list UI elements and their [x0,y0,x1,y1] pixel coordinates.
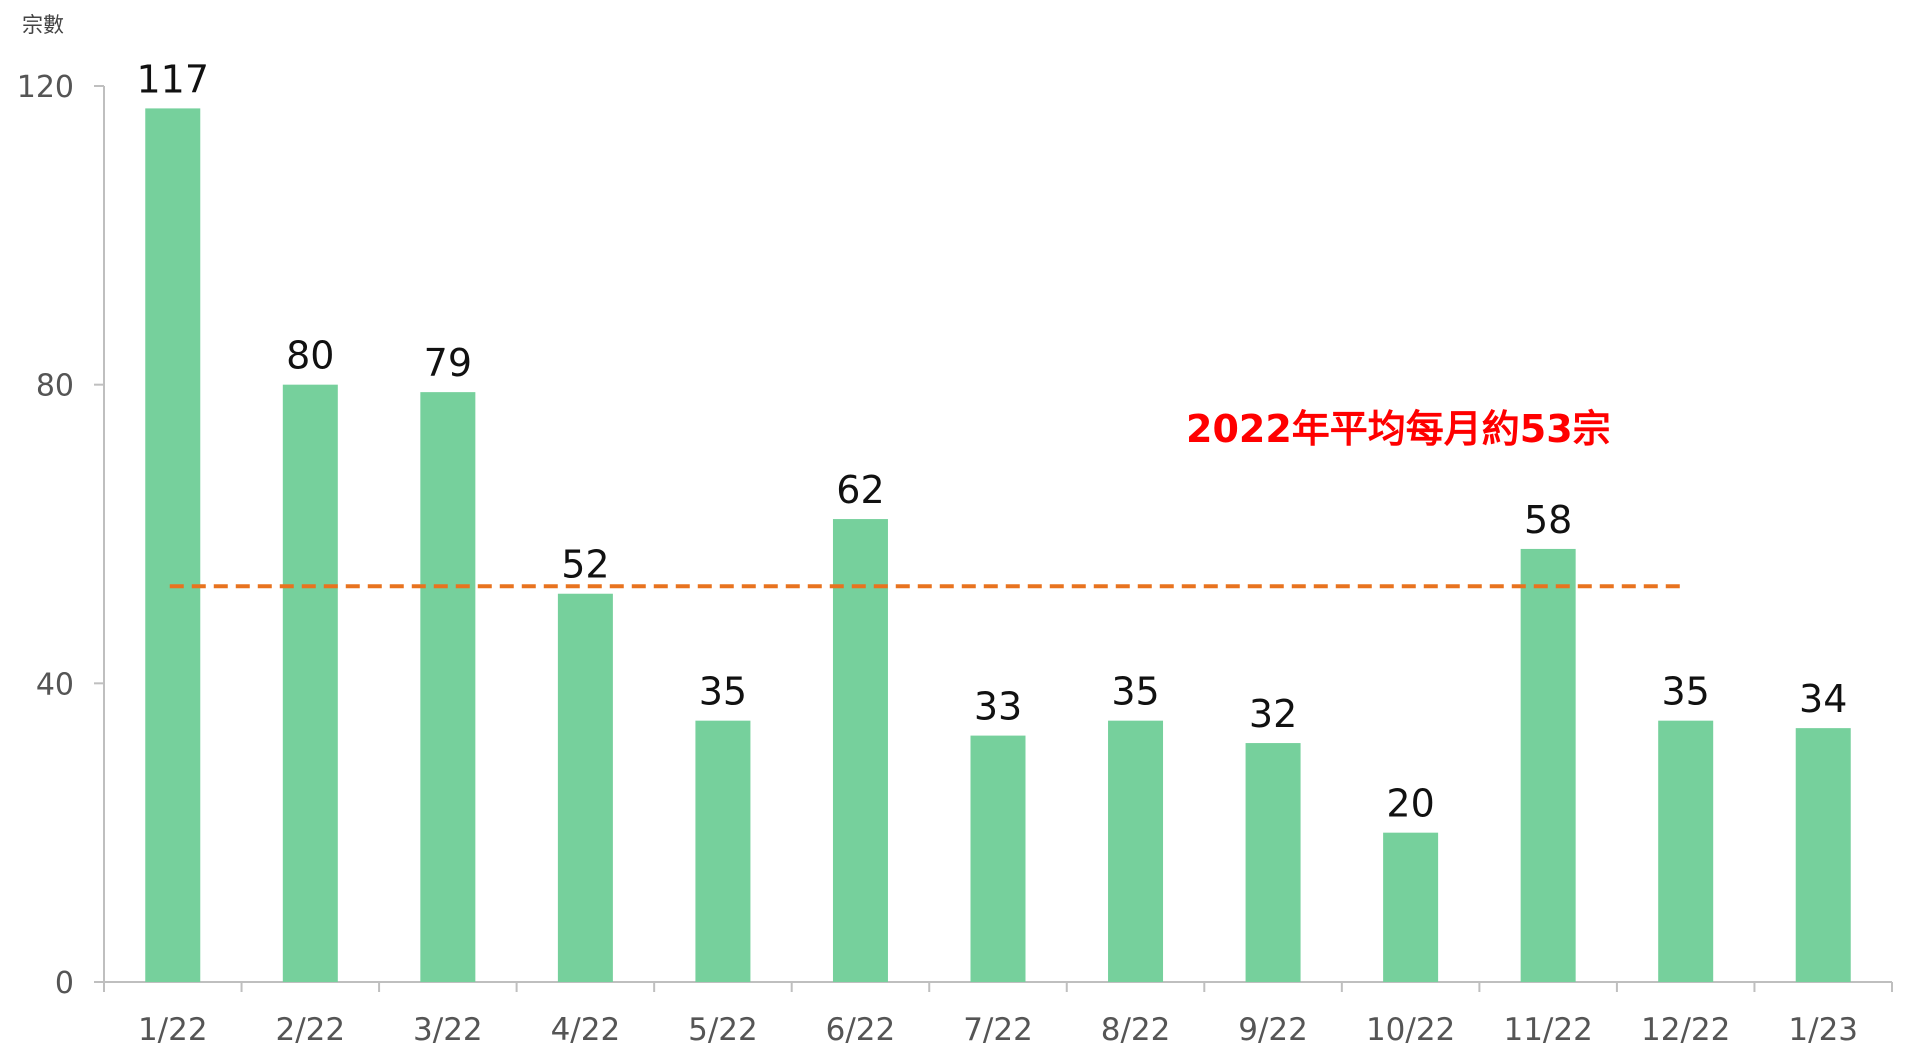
data-label: 34 [1799,677,1847,721]
data-label: 33 [974,685,1022,729]
bar [695,720,751,982]
x-tick-label: 11/22 [1503,1012,1592,1048]
x-tick-label: 3/22 [413,1012,483,1048]
bar [1520,548,1576,982]
bars-group [145,108,1851,983]
bar [832,519,888,982]
x-tick-label: 2/22 [275,1012,345,1048]
y-tick-label: 0 [55,966,74,1001]
data-label: 52 [561,543,609,587]
data-label: 79 [424,341,472,385]
x-tick-label: 10/22 [1366,1012,1455,1048]
bar [420,392,476,983]
x-tick-label: 1/22 [138,1012,208,1048]
data-label: 32 [1249,692,1297,736]
x-tick-label: 5/22 [688,1012,758,1048]
data-label: 35 [699,670,747,714]
average-annotation: 2022年平均每月約53宗 [1186,407,1611,451]
y-axis-label: 宗數 [22,13,64,37]
x-tick-label: 7/22 [963,1012,1033,1048]
bar [1658,720,1714,982]
bar [1383,832,1439,982]
y-tick-label: 40 [36,667,74,702]
data-label: 35 [1662,670,1710,714]
x-tick-label: 1/23 [1788,1012,1858,1048]
bar [145,108,201,982]
data-label: 35 [1111,670,1159,714]
y-tick-label: 120 [17,70,74,105]
x-axis: 1/22 2/22 3/22 4/22 5/22 6/22 7/22 8/22 9/22 10/2… [103,982,1893,1048]
x-tick-label: 8/22 [1101,1012,1171,1048]
bar [1795,728,1851,982]
data-label: 62 [836,468,884,512]
x-tick-label: 12/22 [1641,1012,1730,1048]
bar [1108,720,1164,982]
data-label: 117 [137,57,210,101]
y-axis: 0 40 80 120 [17,70,104,1001]
data-label: 20 [1386,782,1434,826]
x-tick-label: 4/22 [551,1012,621,1048]
data-labels-group: 117 80 79 52 35 62 33 35 32 20 58 35 34 [137,57,1848,825]
x-tick-label: 9/22 [1238,1012,1308,1048]
bar [557,593,613,982]
x-tick-label: 6/22 [826,1012,896,1048]
y-tick-label: 80 [36,369,74,404]
data-label: 58 [1524,498,1572,542]
bar [1245,743,1301,982]
bar [282,384,338,983]
bar [970,735,1026,982]
data-label: 80 [286,334,334,378]
